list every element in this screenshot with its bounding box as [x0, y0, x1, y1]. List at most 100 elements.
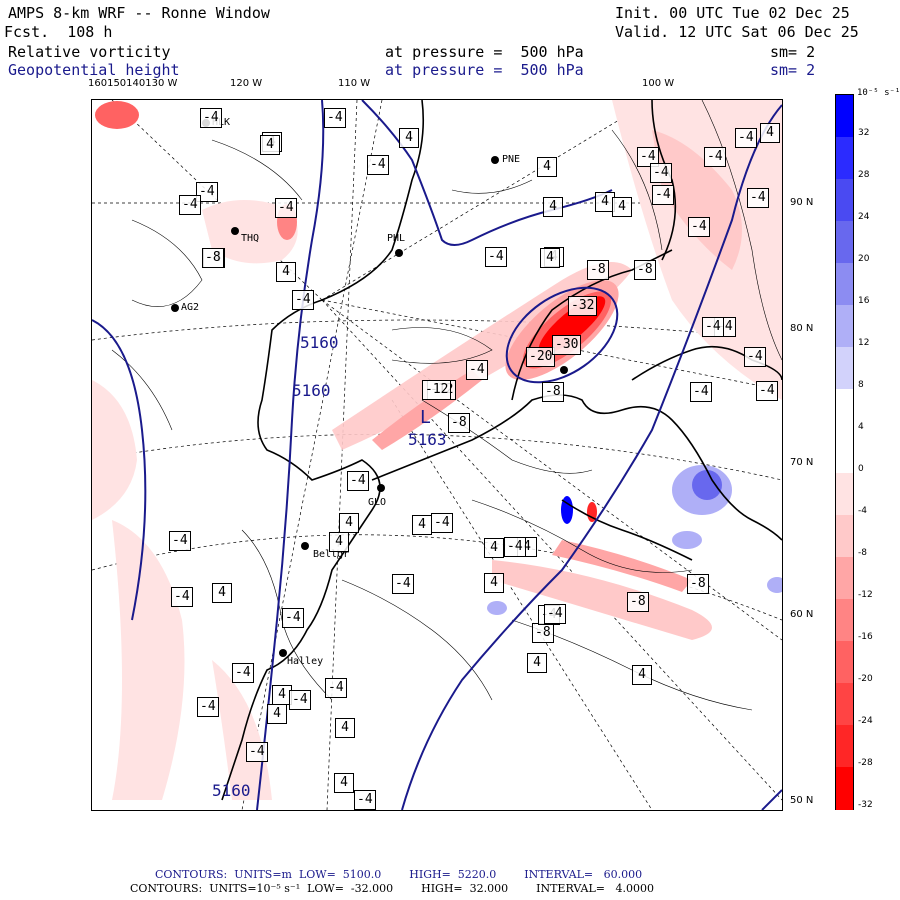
colorbar-segment [836, 221, 853, 264]
colorbar-segment [836, 641, 853, 684]
colorbar-tick-label: 12 [858, 338, 870, 348]
station-label: GLO [368, 497, 387, 508]
vorticity-value-label: -4 [652, 185, 674, 205]
field1-level: at pressure = 500 hPa [385, 43, 584, 61]
vorticity-value-label: -4 [637, 147, 659, 167]
vorticity-value-label: 4 [612, 197, 632, 217]
vorticity-value-label: 4 [760, 123, 780, 143]
lat-label: 60 N [790, 609, 814, 620]
vorticity-value-label: -32 [568, 296, 598, 316]
vorticity-value-label: 4 [632, 665, 652, 685]
footer-vorticity-contours: CONTOURS: UNITS=10⁻⁵ s⁻¹ LOW= -32.000 HI… [130, 882, 654, 895]
colorbar-segment [836, 767, 853, 810]
vorticity-value-label: 4 [543, 197, 563, 217]
low-center-marker: L [420, 407, 431, 428]
lon-label: 110 W [338, 78, 371, 89]
colorbar-segment [836, 473, 853, 516]
map-panel[interactable]: HLK PNE THQ PHL AG2 GLO Bellgr Halley 51… [91, 99, 783, 811]
vorticity-value-label: -12 [422, 380, 452, 400]
lat-label: 50 N [790, 795, 814, 806]
colorbar-tick-label: -24 [858, 716, 873, 726]
station-label: Bellgr [313, 549, 350, 560]
vorticity-value-label: -4 [325, 678, 347, 698]
vorticity-value-label: 4 [276, 262, 296, 282]
vorticity-value-label: -4 [756, 381, 778, 401]
field1-name: Relative vorticity [8, 43, 171, 61]
vorticity-value-label: -4 [735, 128, 757, 148]
colorbar-segment [836, 725, 853, 768]
colorbar-tick-label: 8 [858, 380, 864, 390]
colorbar-tick-label: -28 [858, 758, 873, 768]
height-label: 5160 [292, 381, 331, 400]
colorbar-segment [836, 599, 853, 642]
colorbar-segment [836, 389, 853, 432]
vorticity-value-label: -4 [504, 537, 526, 557]
vorticity-value-label: -4 [324, 108, 346, 128]
vorticity-value-label: -30 [552, 335, 582, 355]
colorbar-segment [836, 95, 853, 138]
vorticity-value-label: -8 [587, 260, 609, 280]
vorticity-value-label: -8 [687, 574, 709, 594]
colorbar-tick-label: 24 [858, 212, 870, 222]
vorticity-value-label: -4 [282, 608, 304, 628]
colorbar-segment [836, 683, 853, 726]
field1-smoothing: sm= 2 [770, 43, 816, 61]
colorbar-segment [836, 263, 853, 306]
station-label: AG2 [181, 302, 200, 313]
height-label: 5160 [212, 781, 251, 800]
lon-label: 100 W [642, 78, 675, 89]
vorticity-value-label: 4 [260, 135, 280, 155]
vorticity-value-label: -4 [367, 155, 389, 175]
field2-name: Geopotential height [8, 61, 180, 79]
vorticity-value-label: -4 [292, 290, 314, 310]
colorbar-tick-label: -8 [858, 548, 867, 558]
vorticity-value-label: -4 [232, 663, 254, 683]
vorticity-value-label: 4 [412, 515, 432, 535]
vorticity-value-label: -4 [196, 182, 218, 202]
vorticity-value-label: 4 [540, 248, 560, 268]
valid-time: Valid. 12 UTC Sat 06 Dec 25 [615, 23, 859, 41]
colorbar-segment [836, 179, 853, 222]
vorticity-value-label: 4 [537, 157, 557, 177]
vorticity-value-label: -4 [690, 382, 712, 402]
colorbar-segment [836, 347, 853, 390]
colorbar-segment [836, 137, 853, 180]
colorbar-tick-label: -4 [858, 506, 867, 516]
colorbar-units: 10⁻⁵ s⁻¹ [857, 88, 900, 98]
colorbar [835, 94, 854, 810]
station-label: PNE [502, 154, 521, 165]
vorticity-value-label: -4 [354, 790, 376, 810]
colorbar-tick-label: 32 [858, 128, 870, 138]
colorbar-tick-label: 0 [858, 464, 864, 474]
vorticity-value-label: 4 [267, 704, 287, 724]
colorbar-segment [836, 305, 853, 348]
vorticity-value-label: 4 [212, 583, 232, 603]
colorbar-tick-label: -12 [858, 590, 873, 600]
init-time: Init. 00 UTC Tue 02 Dec 25 [615, 4, 850, 22]
vorticity-value-label: 4 [339, 513, 359, 533]
colorbar-tick-label: -32 [858, 800, 873, 810]
vorticity-value-label: -4 [650, 163, 672, 183]
vorticity-value-label: -4 [431, 513, 453, 533]
vorticity-value-label: -4 [485, 247, 507, 267]
vorticity-value-label: -4 [704, 147, 726, 167]
station-label: THQ [241, 233, 260, 244]
vorticity-value-label: -4 [197, 697, 219, 717]
colorbar-segment [836, 557, 853, 600]
forecast-hour: Fcst. 108 h [4, 23, 113, 41]
station-label: PHL [387, 233, 406, 244]
vorticity-value-label: -4 [702, 317, 724, 337]
vorticity-value-label: -8 [634, 260, 656, 280]
colorbar-tick-label: 4 [858, 422, 864, 432]
vorticity-value-label: 4 [329, 532, 349, 552]
vorticity-value-label: -4 [179, 195, 201, 215]
lat-label: 80 N [790, 323, 814, 334]
vorticity-value-label: -8 [202, 248, 224, 268]
field2-level: at pressure = 500 hPa [385, 61, 584, 79]
colorbar-tick-label: 20 [858, 254, 870, 264]
vorticity-value-label: 4 [334, 773, 354, 793]
colorbar-tick-label: 28 [858, 170, 870, 180]
coastline [221, 100, 782, 801]
vorticity-value-label: 4 [399, 128, 419, 148]
footer-height-contours: CONTOURS: UNITS=m LOW= 5100.0 HIGH= 5220… [155, 868, 643, 881]
